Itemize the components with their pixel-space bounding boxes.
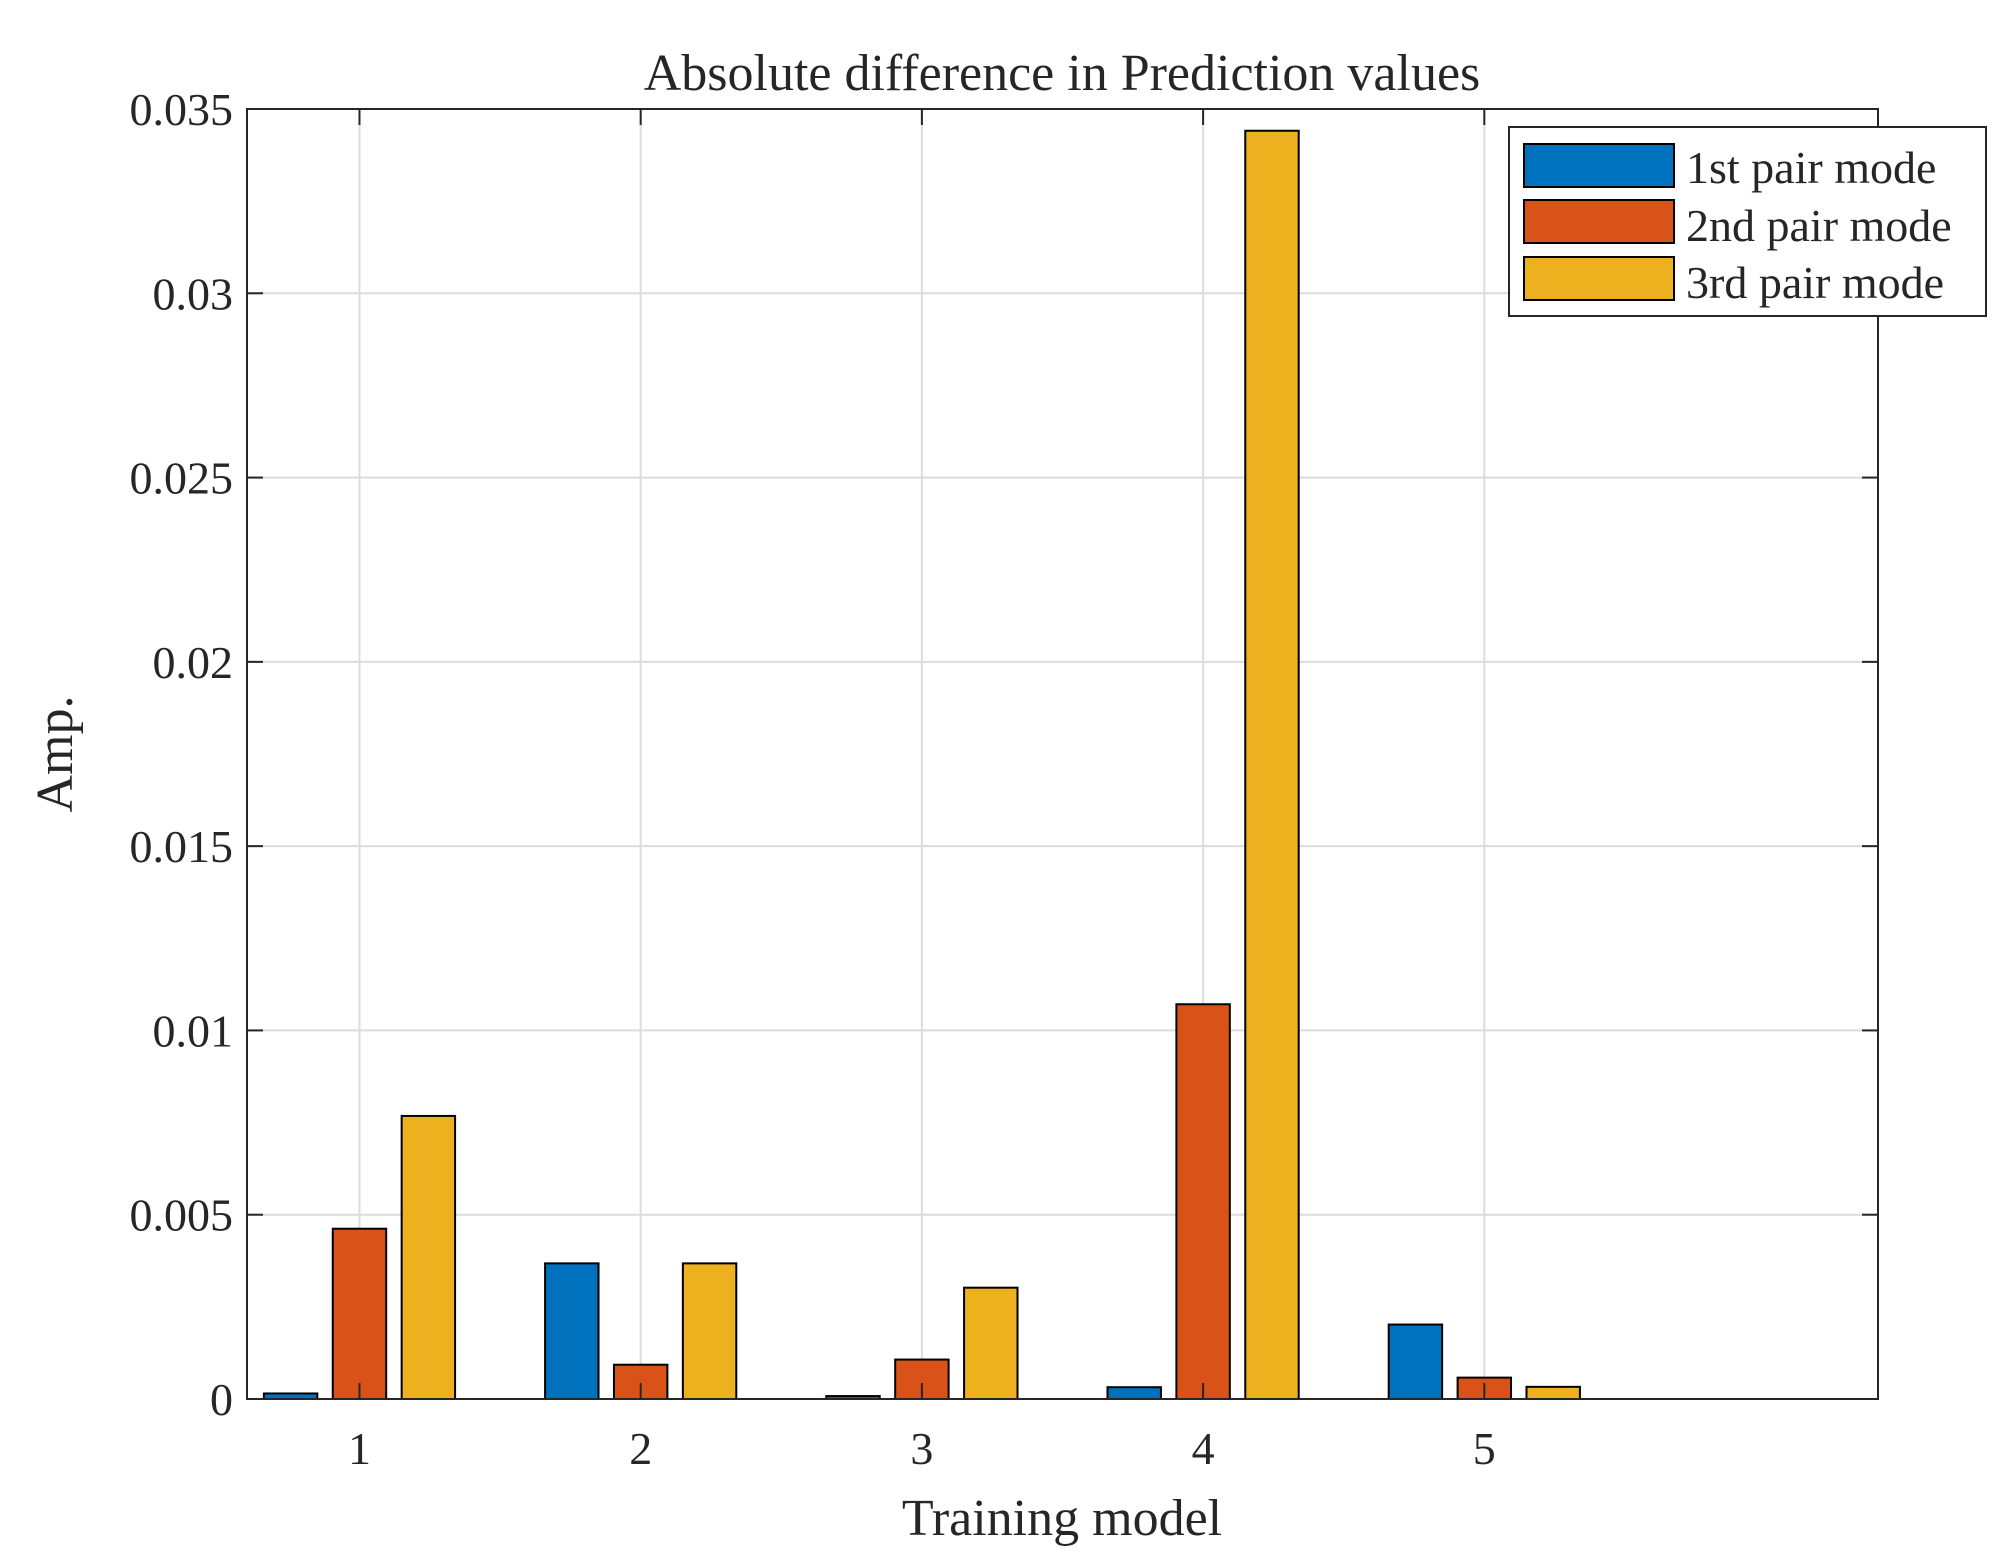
bar-series-3-model-4 — [1244, 129, 1300, 1400]
bar-series-3-model-1 — [400, 1114, 457, 1400]
plot-area-background — [247, 109, 1878, 1399]
x-axis-label: Training model — [902, 1490, 1222, 1547]
legend-label-1st-pair-mode: 1st pair mode — [1686, 142, 1936, 193]
x-tick-label: 1 — [348, 1423, 371, 1474]
x-tick-label: 4 — [1192, 1423, 1215, 1474]
y-tick-label: 0 — [210, 1374, 233, 1425]
tick-labels: 0 0.005 0.01 0.015 0.02 0.025 0.03 0.035 1 2 3 4 5 — [130, 84, 1496, 1474]
bar-series-1-model-4 — [1106, 1386, 1162, 1400]
bar-series-1-model-2 — [544, 1262, 600, 1400]
y-tick-label: 0.025 — [130, 453, 234, 504]
bar-series-2-model-4 — [1175, 1003, 1231, 1400]
y-axis-label: Amp. — [27, 696, 84, 813]
plot-area-frame — [246, 108, 1879, 1400]
chart-title: Absolute difference in Prediction values — [644, 45, 1481, 102]
y-tick-label: 0.02 — [153, 637, 234, 688]
axis-ticks — [247, 108, 1878, 1400]
bar-series-2-model-1 — [331, 1227, 388, 1400]
y-tick-label: 0.03 — [153, 268, 234, 319]
bar-series-3-model-5 — [1525, 1385, 1581, 1400]
bar-series-1-model-5 — [1387, 1323, 1444, 1401]
y-tick-label: 0.035 — [130, 84, 234, 135]
x-tick-label: 5 — [1473, 1423, 1496, 1474]
grid-lines — [247, 109, 1878, 1399]
bar-series-3-model-3 — [963, 1286, 1019, 1400]
bar-series-3-model-2 — [681, 1262, 738, 1400]
y-tick-label: 0.01 — [153, 1005, 234, 1056]
legend-swatch-2nd-pair-mode — [1523, 199, 1675, 244]
legend-swatch-3rd-pair-mode — [1523, 256, 1675, 301]
legend-label-2nd-pair-mode: 2nd pair mode — [1686, 200, 1952, 251]
y-tick-label: 0.015 — [130, 821, 234, 872]
x-tick-label: 2 — [629, 1423, 652, 1474]
y-tick-label: 0.005 — [130, 1190, 234, 1241]
legend: 1st pair mode 2nd pair mode 3rd pair mod… — [1508, 126, 1987, 317]
x-tick-label: 3 — [910, 1423, 933, 1474]
legend-swatch-1st-pair-mode — [1523, 143, 1675, 188]
legend-label-3rd-pair-mode: 3rd pair mode — [1686, 257, 1944, 308]
